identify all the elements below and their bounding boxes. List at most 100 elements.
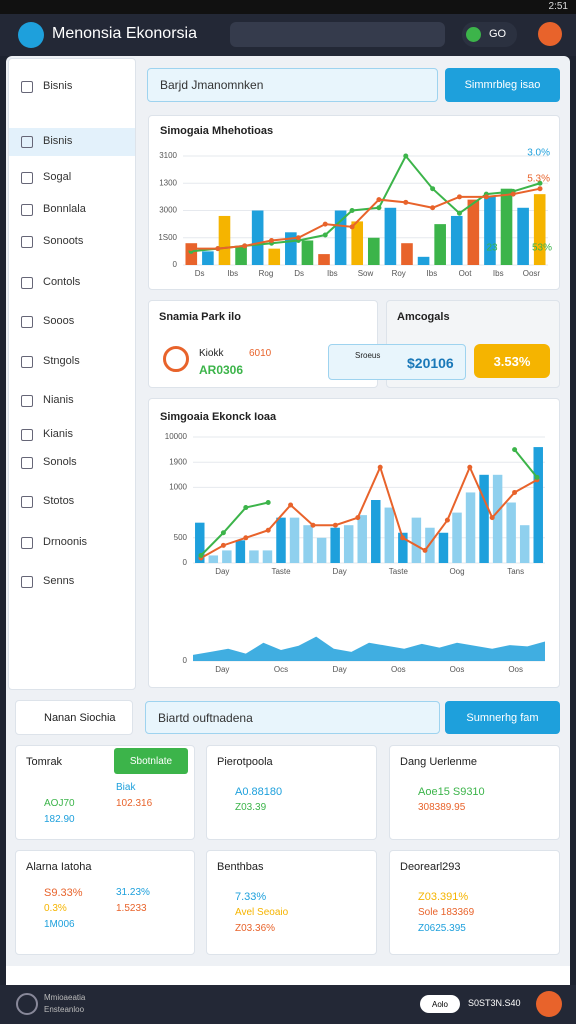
bar	[484, 196, 496, 265]
bar	[417, 256, 430, 265]
info-card: Tomrak Sbotnlate Biak AOJ70 102.316 182.90	[15, 745, 195, 840]
toolbar-button[interactable]: Simmrbleg isao	[445, 68, 560, 102]
sidebar-item[interactable]: Sonoots	[43, 235, 84, 247]
sidebar-item[interactable]: Bisnis	[43, 80, 73, 92]
x-tick-label: Ibs	[227, 269, 238, 278]
card-field: Aoe15 S9310	[418, 786, 485, 798]
card-field[interactable]: Sbotnlate	[114, 748, 188, 774]
point	[242, 243, 248, 249]
bar	[533, 194, 546, 265]
point	[512, 447, 518, 453]
annotation: 53%	[532, 243, 552, 254]
card-title: Tomrak	[26, 756, 63, 768]
nav-right[interactable]: S0ST3N.S40	[468, 998, 521, 1008]
legend-entry: 5.3%	[527, 174, 550, 185]
bar	[479, 474, 489, 563]
card-code: AR0306	[199, 363, 244, 377]
sidebar-item[interactable]: Bonnlala	[43, 203, 86, 215]
point	[444, 517, 450, 523]
status-bar: 2:51	[0, 0, 576, 14]
card-field: A0.88180	[235, 786, 283, 798]
card-title: Amcogals	[397, 311, 450, 323]
nav-left2[interactable]: Ensteanloo	[44, 1005, 85, 1014]
sidebar-icon	[21, 576, 33, 588]
sidebar-icon	[21, 136, 33, 148]
go-button[interactable]: GO	[462, 22, 517, 47]
point	[537, 180, 543, 186]
sidebar-item[interactable]: Drnoonis	[43, 536, 88, 548]
sidebar-item[interactable]: Stotos	[43, 495, 75, 507]
line	[200, 448, 538, 557]
toolbar-search[interactable]: Barjd Jmanomnken	[147, 68, 438, 102]
sidebar-item[interactable]: Bisnis	[43, 135, 73, 147]
point	[322, 232, 328, 238]
y-tick-label: 1S00	[158, 233, 177, 242]
x-tick-label: Taste	[271, 567, 291, 576]
point	[534, 474, 540, 480]
sidebar-icon	[21, 277, 33, 289]
bar	[316, 537, 327, 563]
x-tick-label: Ibs	[493, 269, 504, 278]
search-box[interactable]	[230, 22, 445, 47]
bar	[371, 500, 381, 563]
point	[400, 535, 406, 541]
sidebar-item[interactable]: Stngols	[43, 355, 80, 367]
chart2-card	[148, 398, 560, 688]
amount-box: Sroeus $20106	[328, 344, 466, 380]
bar	[334, 210, 347, 265]
bottom-nav: Mmioaeatia Ensteanloo Aolo S0ST3N.S40	[0, 985, 576, 1024]
sidebar-item[interactable]: Nianis	[43, 394, 74, 406]
sidebar-item[interactable]: Senns	[43, 575, 75, 587]
point	[510, 191, 516, 197]
amount: $20106	[407, 355, 454, 371]
card-title: Snamia Park ilo	[159, 311, 241, 323]
x-tick-label: Ds	[195, 269, 205, 278]
sidebar-item[interactable]: Sooos	[43, 315, 75, 327]
point	[349, 208, 355, 213]
section-label: Nanan Siochia	[15, 700, 133, 735]
point	[198, 552, 204, 558]
bar	[318, 254, 330, 265]
legend-entry: 3.0%	[527, 148, 550, 159]
card-field: 1.5233	[116, 903, 147, 914]
point	[467, 464, 473, 470]
x-tick-label: Sow	[358, 269, 374, 278]
bar	[222, 550, 232, 563]
sidebar-icon	[21, 204, 33, 216]
point	[355, 515, 361, 521]
info-card: Benthbas 7.33% Avel Seoaio Z03.36%	[206, 850, 377, 955]
card-field: 7.33%	[235, 891, 267, 903]
x-tick-label: Day	[215, 567, 229, 576]
point	[243, 535, 249, 541]
point	[220, 542, 226, 548]
bar	[235, 245, 247, 265]
card-field: 0.3%	[44, 903, 67, 914]
bar	[492, 474, 503, 563]
point	[349, 224, 355, 230]
y-tick-label: 3100	[159, 151, 177, 160]
x-tick-label: Oog	[449, 567, 464, 576]
sidebar-icon	[21, 429, 33, 441]
bar	[251, 210, 264, 265]
bar	[268, 248, 281, 265]
sidebar-item[interactable]: Sogal	[43, 171, 72, 183]
point	[489, 515, 495, 521]
x-tick-label: Roy	[392, 269, 406, 278]
x-tick-label: Day	[333, 665, 347, 674]
sidebar-item[interactable]: Sonols	[43, 456, 77, 468]
avatar[interactable]	[538, 22, 562, 46]
y-tick-label: 1300	[159, 178, 177, 187]
point	[243, 505, 249, 511]
point	[376, 197, 382, 203]
nav-pill[interactable]: Aolo	[420, 995, 460, 1013]
nav-left[interactable]: Mmioaeatia	[44, 993, 86, 1002]
sidebar-item[interactable]: Kianis	[43, 428, 73, 440]
bar	[235, 540, 246, 563]
sidebar-icon	[21, 316, 33, 328]
sidebar-icon	[21, 537, 33, 549]
sidebar: Bisnis Bisnis Sogal Bonnlala Sonoots Contols S…	[8, 58, 136, 690]
section-button[interactable]: Sumnerhg fam	[445, 701, 560, 734]
sidebar-item[interactable]: Contols	[43, 276, 81, 288]
section-search[interactable]: Biartd ouftnadena	[145, 701, 440, 734]
